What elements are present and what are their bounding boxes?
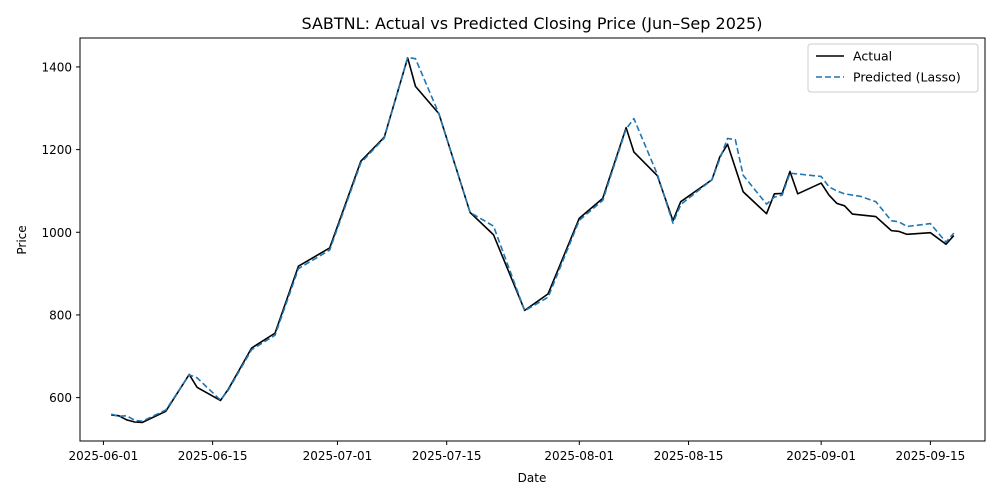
- y-axis: 600 800 1000 1200 1400: [41, 60, 80, 405]
- x-axis-label: Date: [518, 471, 547, 485]
- series-layer: [111, 56, 955, 424]
- plot-frame: [79, 37, 986, 442]
- x-axis: 2025-06-01 2025-06-15 2025-07-01 2025-07-15…: [69, 441, 966, 463]
- legend-label: Predicted (Lasso): [853, 70, 961, 85]
- y-axis-label: Price: [15, 225, 29, 254]
- y-tick-label: 600: [49, 391, 72, 405]
- series-line-predicted-lasso: [111, 56, 955, 422]
- y-tick-label: 800: [49, 308, 72, 322]
- x-tick-label: 2025-06-15: [178, 449, 248, 463]
- x-tick-label: 2025-07-15: [412, 449, 482, 463]
- x-tick-label: 2025-07-01: [303, 449, 373, 463]
- legend: Actual Predicted (Lasso): [807, 43, 979, 93]
- x-tick-label: 2025-06-01: [69, 449, 139, 463]
- x-tick-label: 2025-09-15: [896, 449, 966, 463]
- chart-title: SABTNL: Actual vs Predicted Closing Pric…: [302, 14, 763, 33]
- y-tick-label: 1000: [41, 226, 72, 240]
- legend-label: Actual: [853, 49, 892, 64]
- x-tick-label: 2025-08-01: [544, 449, 614, 463]
- y-tick-label: 1400: [41, 60, 72, 74]
- x-tick-label: 2025-09-01: [786, 449, 856, 463]
- x-tick-label: 2025-08-15: [654, 449, 724, 463]
- legend-box: [807, 43, 979, 93]
- y-tick-label: 1200: [41, 143, 72, 157]
